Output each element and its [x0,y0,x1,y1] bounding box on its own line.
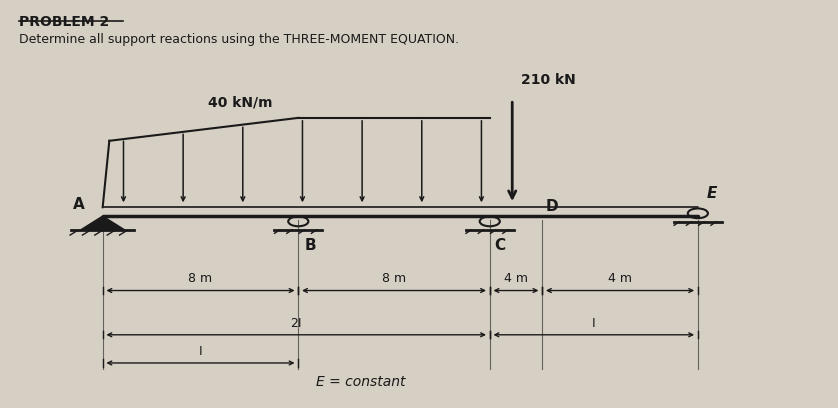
Text: 8 m: 8 m [382,272,406,285]
Text: I: I [199,345,202,358]
Polygon shape [80,216,125,230]
Text: I: I [592,317,596,330]
Text: Determine all support reactions using the THREE-MOMENT EQUATION.: Determine all support reactions using th… [19,33,459,46]
Text: 210 kN: 210 kN [520,73,576,87]
Text: B: B [305,238,317,253]
Text: 8 m: 8 m [189,272,213,285]
Text: E = constant: E = constant [316,375,406,389]
Text: 2I: 2I [291,317,302,330]
Text: 40 kN/m: 40 kN/m [208,95,272,109]
Text: 4 m: 4 m [608,272,632,285]
Text: 4 m: 4 m [504,272,528,285]
Text: PROBLEM 2: PROBLEM 2 [19,15,110,29]
Text: D: D [546,199,558,214]
Text: C: C [494,238,505,253]
Text: E: E [706,186,716,201]
Text: A: A [73,197,85,212]
